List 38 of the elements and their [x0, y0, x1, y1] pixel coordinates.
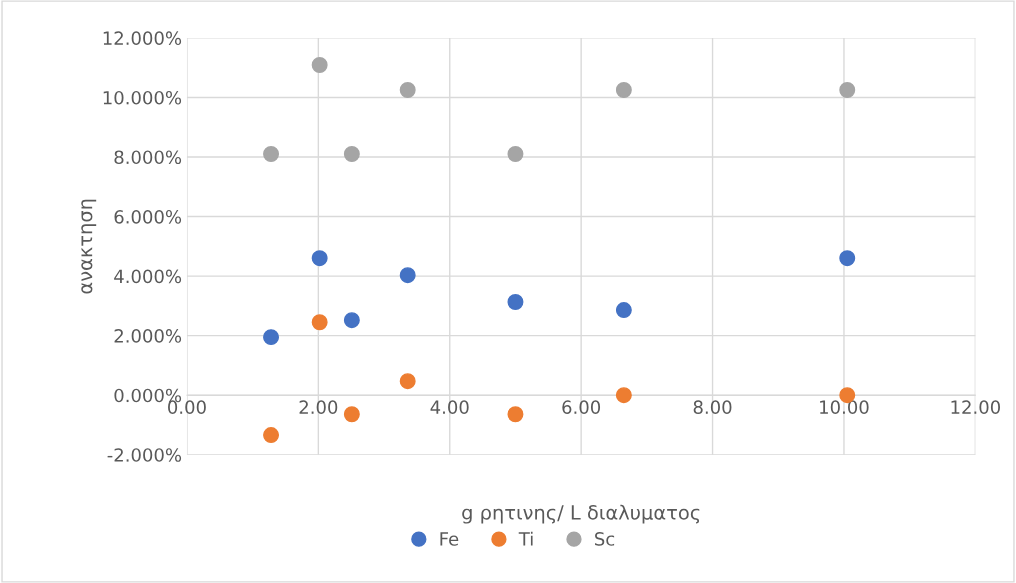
point — [311, 250, 328, 267]
legend-label: Ti — [518, 531, 533, 546]
legend-label: Sc — [595, 532, 615, 546]
point — [615, 302, 632, 319]
point — [343, 312, 360, 329]
x-tick-label: 6.00 — [562, 400, 601, 415]
point — [615, 82, 632, 98]
x-tick-label: 10.00 — [820, 400, 869, 415]
point — [399, 267, 416, 284]
point — [263, 146, 280, 162]
point — [343, 406, 360, 423]
point — [507, 146, 524, 162]
x-tick-label: 8.00 — [693, 400, 732, 415]
y-tick-label: -2.000% — [107, 448, 182, 462]
point — [615, 387, 632, 404]
y-tick-label: 4.000% — [114, 269, 182, 284]
x-tick-label: 2.00 — [299, 400, 338, 415]
point — [263, 329, 280, 346]
y-tick-label: 10.000% — [103, 90, 182, 105]
y-axis-title: ανακτηση — [81, 199, 97, 294]
point — [399, 373, 416, 390]
point — [507, 294, 524, 310]
point — [311, 314, 328, 331]
y-tick-label: 12.000% — [103, 31, 182, 46]
y-tick-label: 8.000% — [114, 150, 182, 165]
point — [839, 82, 856, 98]
x-axis-title: g ρητινης/ L διαλυματος — [462, 504, 700, 524]
y-tick-label: 6.000% — [114, 210, 182, 224]
point — [311, 57, 328, 73]
x-tick-label: 12.00 — [951, 400, 1001, 415]
point — [507, 406, 524, 423]
point — [343, 146, 360, 162]
x-tick-label: 4.00 — [430, 400, 469, 415]
point — [263, 427, 280, 444]
point — [399, 82, 416, 98]
legend-label: Fe — [440, 532, 459, 546]
point — [839, 250, 856, 267]
y-tick-label: 2.000% — [114, 329, 182, 343]
